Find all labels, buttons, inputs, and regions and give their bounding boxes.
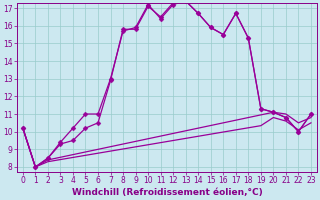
- X-axis label: Windchill (Refroidissement éolien,°C): Windchill (Refroidissement éolien,°C): [72, 188, 262, 197]
